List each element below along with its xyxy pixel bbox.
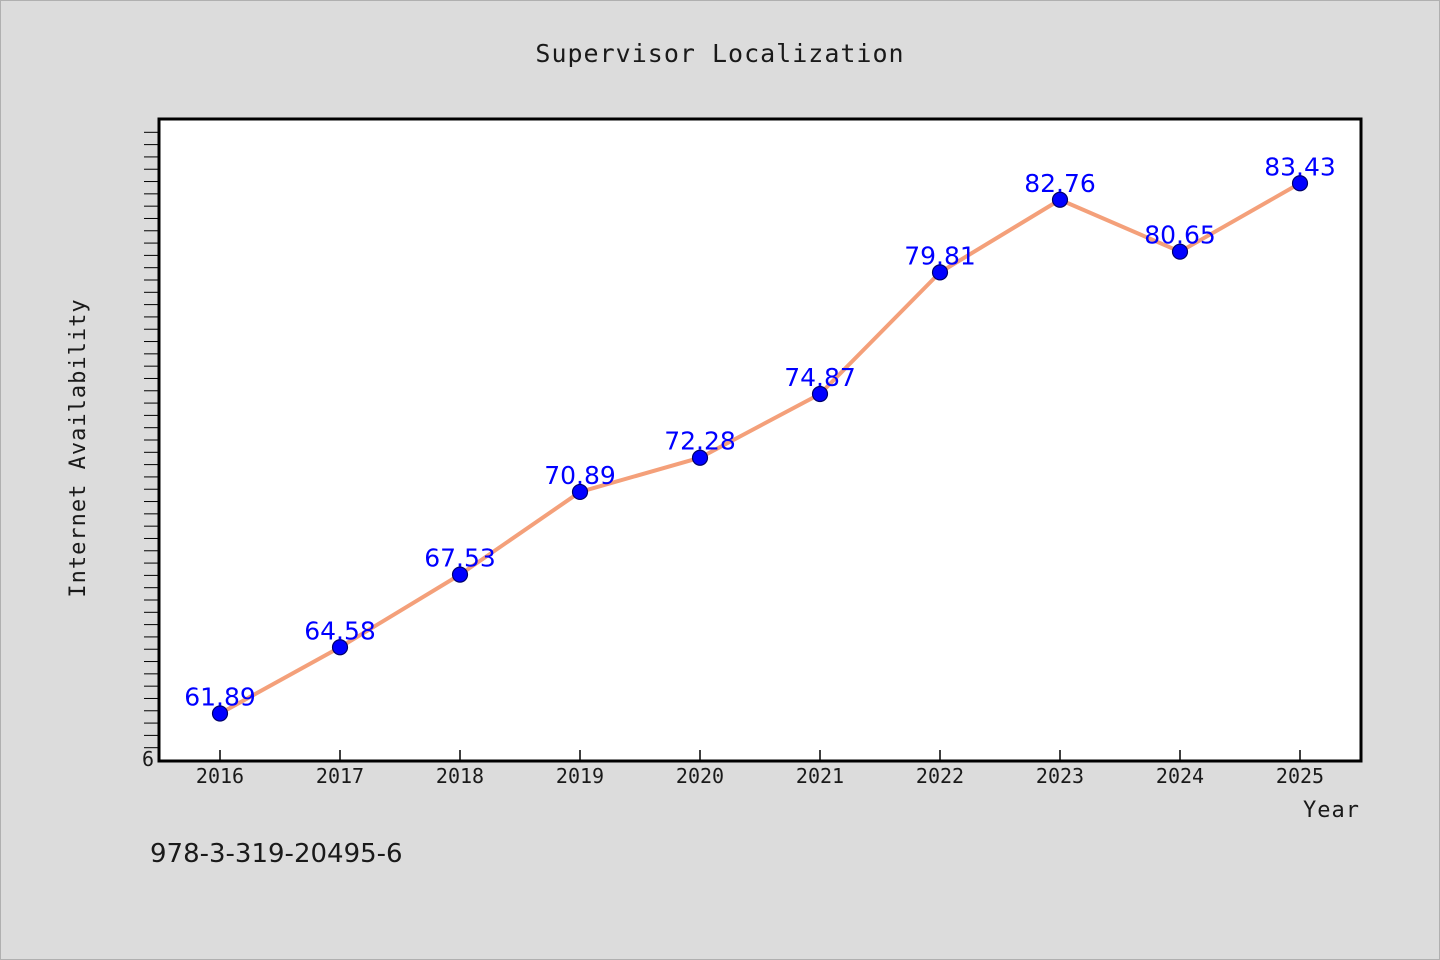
- data-label: 72.28: [664, 427, 736, 456]
- data-label: 67.53: [424, 544, 496, 573]
- x-tick-label: 2023: [1036, 764, 1084, 788]
- data-point: [1291, 175, 1309, 192]
- data-point: [331, 639, 349, 656]
- data-label: 83.43: [1264, 152, 1336, 181]
- data-point: [811, 385, 829, 403]
- x-tick-label: 2024: [1156, 764, 1204, 788]
- data-label: 70.89: [544, 461, 616, 490]
- data-point: [571, 483, 589, 501]
- data-point: [211, 705, 229, 722]
- data-label: 80.65: [1144, 221, 1216, 250]
- series-group: 61.89 64.58 67.53 70.89 72.28 74.87 79.81 82.76…: [184, 152, 1336, 722]
- data-label: 64.58: [304, 616, 376, 645]
- x-axis-ticks: 2016 2017 2018 2019 2020 2021 2022 2023 2024 2025: [196, 750, 1324, 788]
- data-label: 61.89: [184, 682, 256, 711]
- x-tick-label: 2020: [676, 764, 724, 788]
- footer-text: 978-3-319-20495-6: [150, 839, 403, 869]
- x-tick-label: 2025: [1276, 764, 1324, 788]
- y-axis-label: Internet Availability: [66, 298, 91, 597]
- x-axis-label: Year: [1303, 798, 1360, 823]
- x-tick-label: 2018: [436, 764, 484, 788]
- x-tick-label: 2017: [316, 764, 364, 788]
- data-point: [1051, 191, 1069, 208]
- data-point: [931, 264, 949, 281]
- y-axis-ticks: 6: [142, 131, 160, 771]
- data-label: 82.76: [1024, 169, 1096, 198]
- data-point: [451, 566, 469, 583]
- plot-area: [157, 117, 1363, 763]
- x-tick-label: 2016: [196, 764, 244, 788]
- data-label: 74.87: [784, 363, 856, 392]
- x-tick-label: 2022: [916, 764, 964, 788]
- data-point: [1171, 243, 1189, 260]
- chart-title: Supervisor Localization: [535, 39, 904, 68]
- x-tick-label: 2021: [796, 764, 844, 788]
- series-line: [218, 181, 1302, 716]
- data-label: 79.81: [904, 241, 976, 270]
- x-tick-label: 2019: [556, 764, 604, 788]
- data-point: [691, 449, 709, 466]
- y-tick-label: 6: [142, 747, 154, 771]
